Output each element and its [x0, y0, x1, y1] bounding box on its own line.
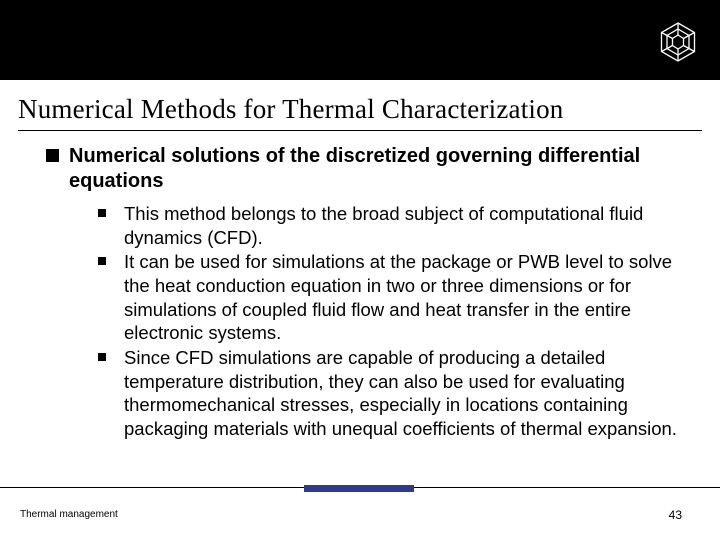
argonne-logo-icon: [656, 20, 700, 64]
square-bullet-icon: [98, 257, 106, 265]
footer-accent-bar: [304, 485, 414, 492]
bullet-level-2: This method belongs to the broad subject…: [98, 202, 686, 249]
level-2-text: It can be used for simulations at the pa…: [124, 250, 686, 345]
square-bullet-icon: [98, 209, 106, 217]
bullet-level-2: It can be used for simulations at the pa…: [98, 250, 686, 345]
bullet-level-1: Numerical solutions of the discretized g…: [46, 144, 686, 194]
square-bullet-icon: [98, 353, 106, 361]
level-2-text: This method belongs to the broad subject…: [124, 202, 686, 249]
top-band: [0, 0, 720, 80]
slide-title: Numerical Methods for Thermal Characteri…: [18, 94, 564, 125]
sub-bullet-list: This method belongs to the broad subject…: [98, 202, 686, 441]
level-2-text: Since CFD simulations are capable of pro…: [124, 346, 686, 441]
bullet-level-2: Since CFD simulations are capable of pro…: [98, 346, 686, 441]
slide-body: Numerical solutions of the discretized g…: [46, 144, 686, 442]
square-bullet-icon: [46, 149, 59, 162]
slide: Numerical Methods for Thermal Characteri…: [0, 0, 720, 540]
level-1-text: Numerical solutions of the discretized g…: [69, 144, 686, 194]
footer-left-text: Thermal management: [20, 509, 118, 520]
page-number: 43: [669, 508, 682, 522]
title-rule: [18, 130, 702, 131]
